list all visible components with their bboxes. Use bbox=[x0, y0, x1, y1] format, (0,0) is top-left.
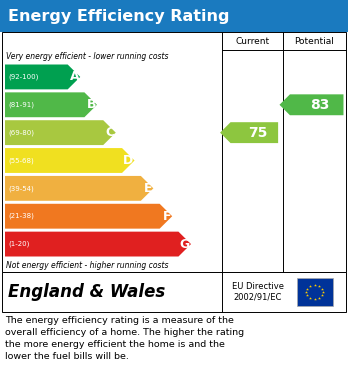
Bar bbox=[0, 0, 348, 32]
Text: England & Wales: England & Wales bbox=[8, 283, 165, 301]
Text: The energy efficiency rating is a measure of the
overall efficiency of a home. T: The energy efficiency rating is a measur… bbox=[5, 316, 244, 361]
Polygon shape bbox=[5, 65, 80, 90]
Text: Energy Efficiency Rating: Energy Efficiency Rating bbox=[8, 9, 229, 23]
Text: D: D bbox=[123, 154, 134, 167]
Text: F: F bbox=[163, 210, 171, 223]
Text: B: B bbox=[86, 98, 96, 111]
Bar bbox=[2, 32, 346, 272]
Text: G: G bbox=[180, 238, 190, 251]
Polygon shape bbox=[5, 204, 172, 229]
Text: (39-54): (39-54) bbox=[8, 185, 34, 192]
Bar bbox=[2, 272, 346, 312]
Text: A: A bbox=[70, 70, 79, 83]
Text: Current: Current bbox=[236, 36, 270, 45]
Text: 83: 83 bbox=[310, 98, 330, 112]
Polygon shape bbox=[279, 94, 343, 115]
Text: 75: 75 bbox=[248, 126, 267, 140]
Text: Potential: Potential bbox=[294, 36, 334, 45]
Bar bbox=[296, 278, 332, 306]
Polygon shape bbox=[5, 148, 135, 173]
Text: Not energy efficient - higher running costs: Not energy efficient - higher running co… bbox=[6, 260, 168, 269]
Polygon shape bbox=[5, 176, 153, 201]
Polygon shape bbox=[220, 122, 278, 143]
Text: Very energy efficient - lower running costs: Very energy efficient - lower running co… bbox=[6, 52, 168, 61]
Polygon shape bbox=[5, 231, 191, 256]
Text: C: C bbox=[106, 126, 115, 139]
Polygon shape bbox=[5, 120, 116, 145]
Text: (81-91): (81-91) bbox=[8, 102, 34, 108]
Text: (69-80): (69-80) bbox=[8, 129, 34, 136]
Text: EU Directive
2002/91/EC: EU Directive 2002/91/EC bbox=[231, 282, 284, 302]
Text: (21-38): (21-38) bbox=[8, 213, 34, 219]
Text: (92-100): (92-100) bbox=[8, 74, 38, 80]
Polygon shape bbox=[5, 92, 97, 117]
Text: (55-68): (55-68) bbox=[8, 157, 34, 164]
Text: E: E bbox=[144, 182, 152, 195]
Text: (1-20): (1-20) bbox=[8, 241, 29, 248]
